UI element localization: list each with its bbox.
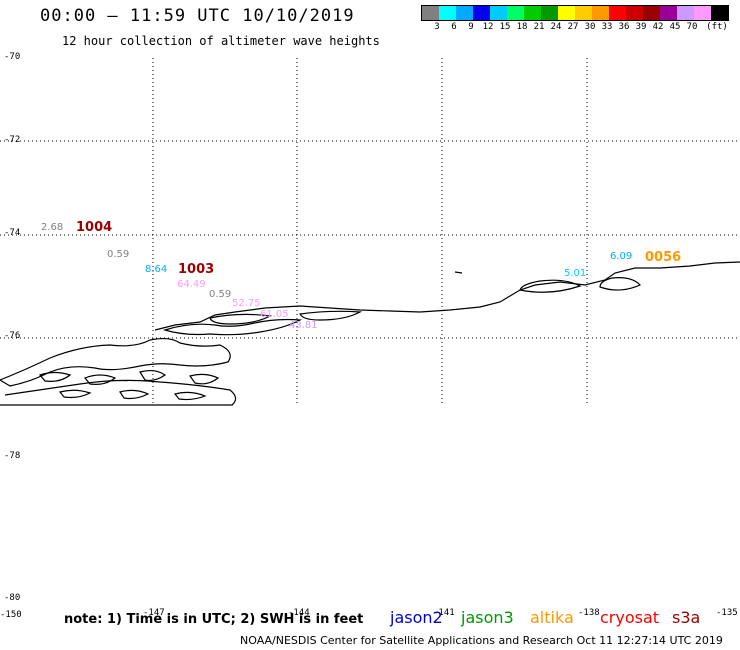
islet-6 (119, 389, 150, 400)
x-tick-label: -141 (433, 608, 455, 618)
credit-line: NOAA/NESDIS Center for Satellite Applica… (240, 634, 723, 647)
legend-label: 70 (686, 22, 698, 32)
wave-height-label: 6.09 (610, 251, 633, 262)
legend-swatch (643, 6, 660, 20)
legend-label: 30 (584, 22, 596, 32)
legend-swatch (660, 6, 677, 20)
legend-label: 15 (499, 22, 511, 32)
land-mass-west (0, 337, 231, 387)
wave-height-label: 5.01 (564, 268, 587, 279)
graticule (0, 58, 740, 405)
coastline (0, 261, 740, 406)
buoy-id-label: 1003 (178, 262, 215, 277)
satellite-label-s3a: s3a (672, 608, 701, 627)
legend-swatch (558, 6, 575, 20)
x-tick-label: -135 (716, 608, 738, 618)
legend-swatch (711, 6, 728, 20)
coast-segment-2 (209, 313, 272, 325)
map-title: 00:00 – 11:59 UTC 10/10/2019 (40, 6, 355, 26)
ice-shelf-edge (154, 261, 740, 331)
bay-loop-east (519, 279, 582, 293)
wave-height-label: 0.59 (209, 289, 232, 300)
x-tick-label: -150 (0, 610, 22, 620)
buoy-id-label: 0056 (645, 250, 682, 265)
legend-label: 39 (635, 22, 647, 32)
y-tick-label: -80 (4, 593, 21, 603)
wave-height-label: 2.68 (41, 222, 64, 233)
map-subtitle: 12 hour collection of altimeter wave hei… (62, 34, 380, 48)
islet-5 (58, 389, 92, 399)
legend-swatch (677, 6, 694, 20)
coast-segment-3 (299, 310, 363, 321)
legend-label: 6 (451, 22, 457, 32)
legend-swatch (575, 6, 592, 20)
islet-3 (139, 369, 167, 382)
wave-height-label: 52.75 (232, 298, 261, 309)
legend-label: 33 (601, 22, 613, 32)
x-tick-label: -144 (288, 608, 310, 618)
legend-swatch (694, 6, 711, 20)
legend-swatch (524, 6, 541, 20)
y-tick-label: -76 (4, 331, 21, 341)
islet-1 (38, 371, 72, 382)
legend-swatch (439, 6, 456, 20)
legend-swatch (626, 6, 643, 20)
wave-height-label: 0.59 (107, 249, 130, 260)
legend-swatch (473, 6, 490, 20)
wave-height-color-legend (421, 5, 729, 21)
legend-label: 9 (468, 22, 474, 32)
legend-label: (ft) (706, 22, 728, 32)
wave-height-label: 8.64 (145, 264, 168, 275)
legend-label: 18 (516, 22, 528, 32)
island-small (454, 271, 463, 274)
footer-note: note: 1) Time is in UTC; 2) SWH is in fe… (64, 612, 364, 627)
legend-swatch (456, 6, 473, 20)
satellite-label-jason2: jason2 (390, 608, 443, 627)
legend-label: 21 (533, 22, 545, 32)
legend-swatch (592, 6, 609, 20)
legend-label: 27 (567, 22, 579, 32)
satellite-label-altika: altika (530, 608, 574, 627)
islet-7 (173, 391, 207, 401)
wave-height-label: 64.49 (177, 279, 206, 290)
legend-label: 42 (652, 22, 664, 32)
legend-label: 3 (434, 22, 440, 32)
buoy-id-label: 1004 (76, 220, 113, 235)
y-tick-label: -78 (4, 451, 21, 461)
satellite-label-cryosat: cryosat (600, 608, 660, 627)
wave-height-label: 61.05 (260, 309, 289, 320)
land-mass-lower (0, 379, 237, 406)
islet-2 (84, 374, 117, 385)
y-tick-label: -70 (4, 52, 21, 62)
satellite-label-jason3: jason3 (461, 608, 514, 627)
islet-4 (189, 373, 220, 385)
bay-loop-mid (599, 277, 641, 291)
legend-swatch (490, 6, 507, 20)
legend-swatch (507, 6, 524, 20)
legend-swatch (541, 6, 558, 20)
y-tick-label: -74 (4, 228, 21, 238)
legend-swatch (422, 6, 439, 20)
wave-height-label: 43.81 (289, 320, 318, 331)
legend-label: 24 (550, 22, 562, 32)
y-tick-label: -72 (4, 135, 21, 145)
x-tick-label: -147 (143, 608, 165, 618)
coast-segment-1 (162, 318, 303, 336)
legend-label: 12 (482, 22, 494, 32)
legend-labels: 3 6 9 12 15 18 21 24 27 30 33 36 39 42 45 70 (ft) (421, 22, 740, 34)
legend-swatch (609, 6, 626, 20)
legend-label: 45 (669, 22, 681, 32)
x-tick-label: -138 (578, 608, 600, 618)
legend-label: 36 (618, 22, 630, 32)
